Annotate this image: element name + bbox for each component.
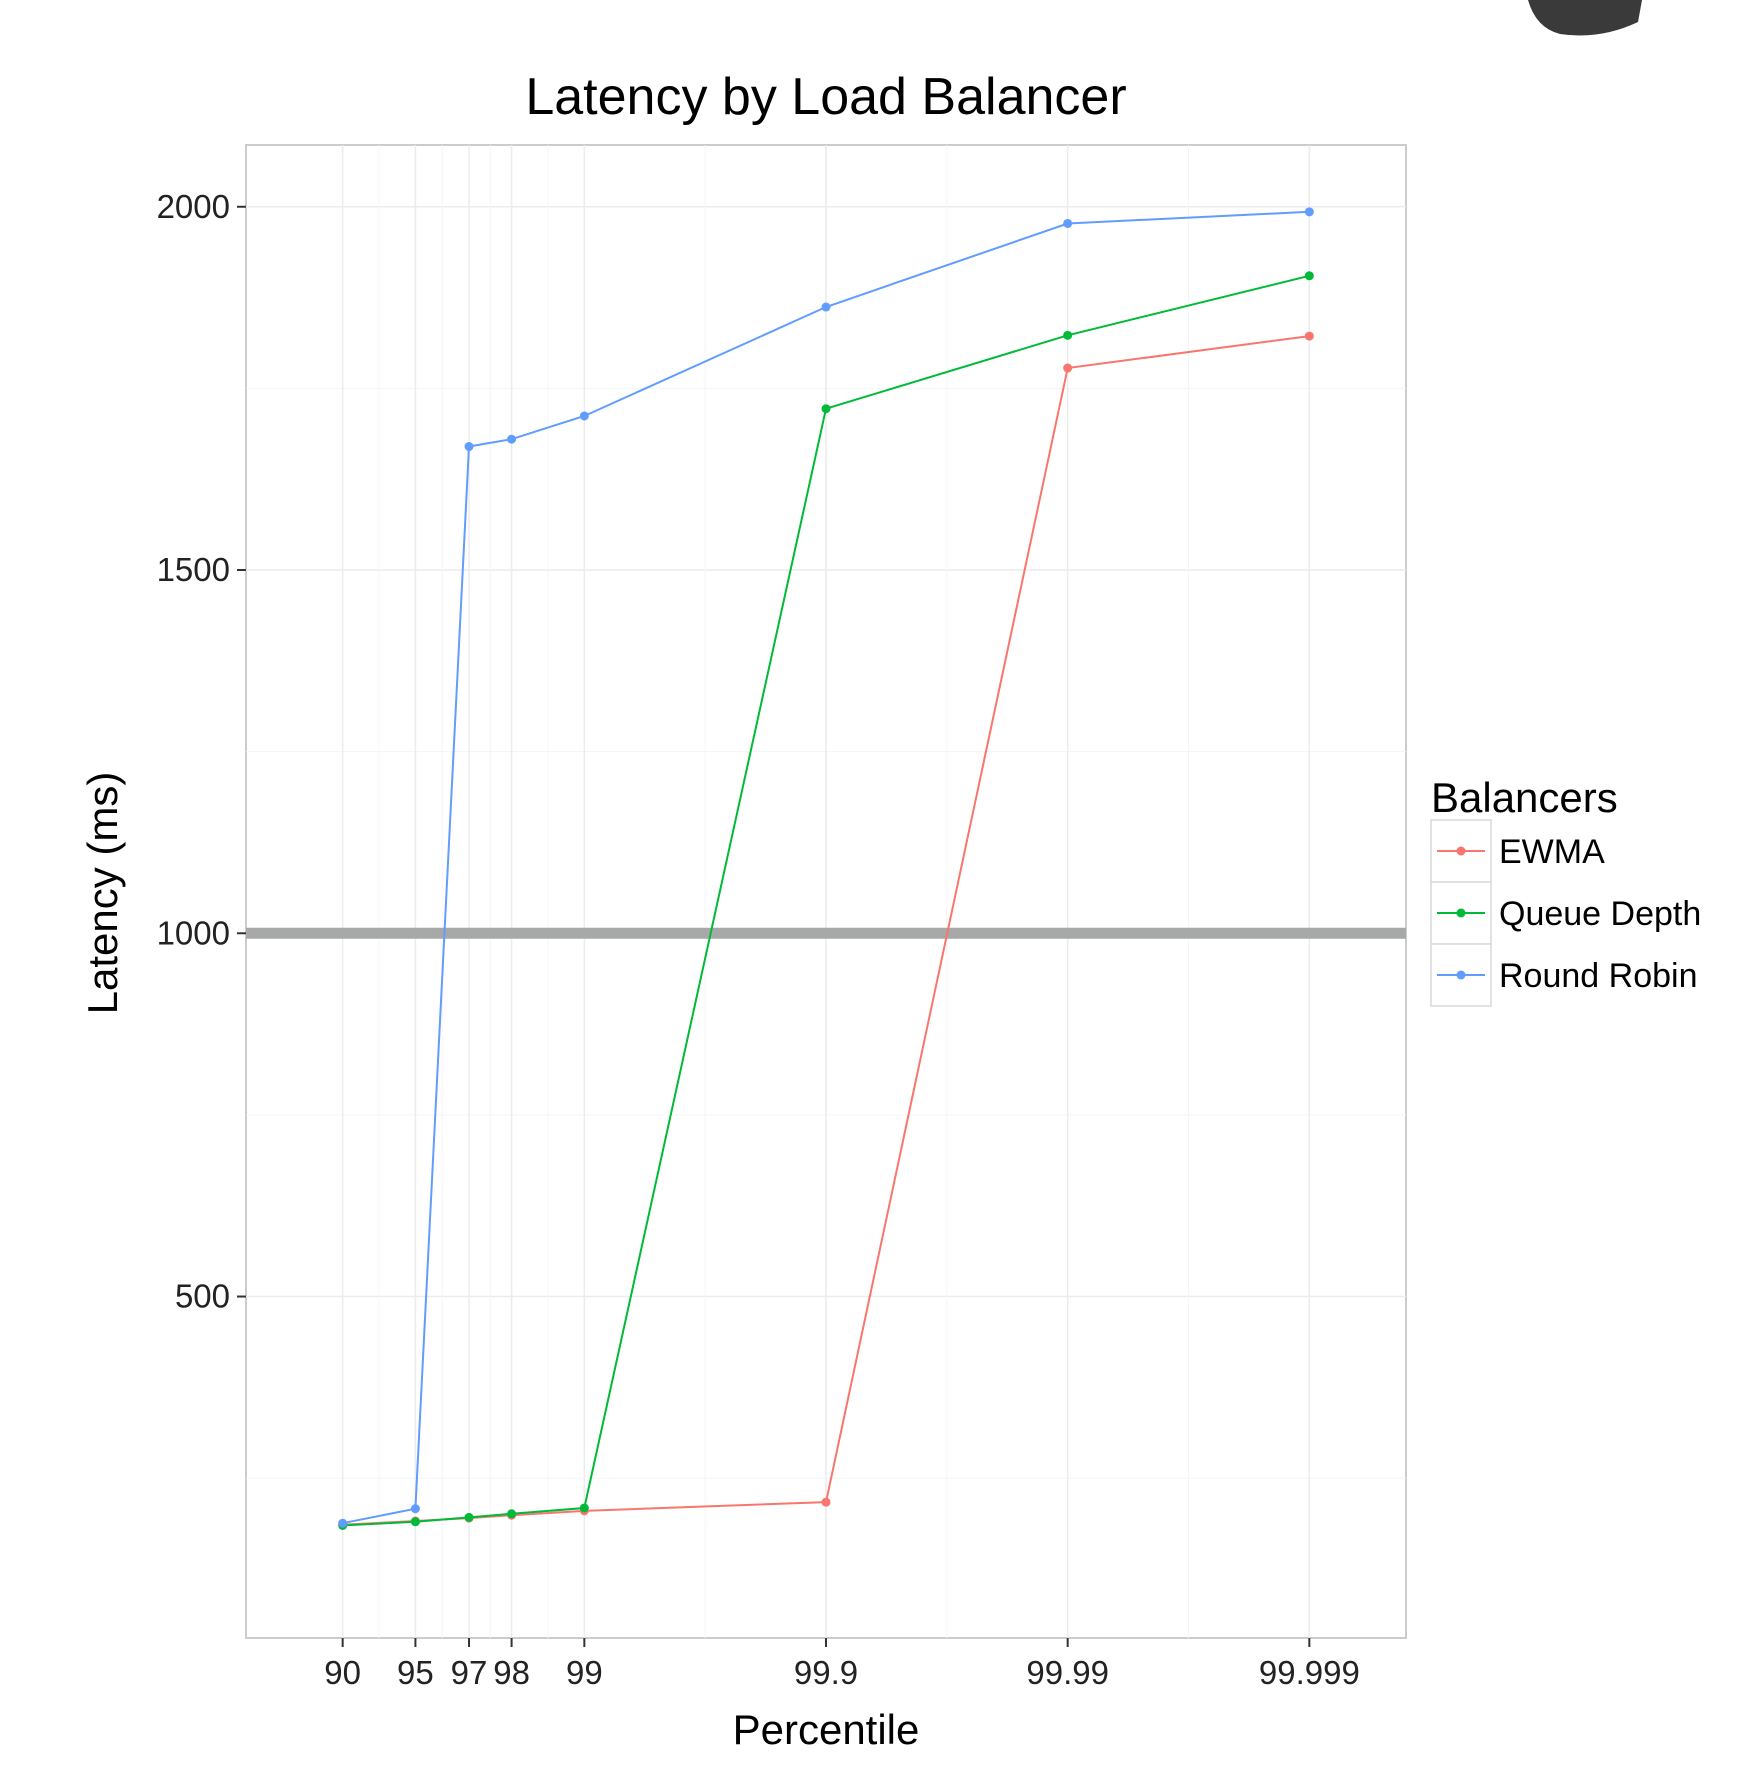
data-point-round-robin [579, 411, 589, 421]
corner-glyph-fragment [1528, 0, 1642, 36]
series-queue-depth [338, 271, 1314, 1530]
legend-label: EWMA [1499, 833, 1605, 871]
data-point-round-robin [1063, 218, 1073, 228]
data-point-round-robin [507, 434, 517, 444]
grid [246, 145, 1406, 1638]
legend-title: Balancers [1431, 774, 1618, 821]
legend-key-point [1456, 846, 1466, 856]
legend-label: Round Robin [1499, 957, 1697, 995]
legend-label: Queue Depth [1499, 895, 1701, 933]
x-tick-label: 99.999 [1259, 1654, 1360, 1691]
data-point-queue-depth [821, 404, 831, 414]
y-tick-label: 1500 [157, 551, 230, 588]
x-axis-title: Percentile [733, 1706, 920, 1753]
data-point-ewma [1063, 363, 1073, 373]
legend-key-point [1456, 970, 1466, 980]
data-point-round-robin [1304, 207, 1314, 217]
y-tick-label: 2000 [157, 188, 230, 225]
data-point-queue-depth [1304, 271, 1314, 281]
x-tick-label: 99.9 [794, 1654, 858, 1691]
x-tick-label: 95 [397, 1654, 434, 1691]
legend: Balancers EWMA Queue Depth Round Robin [1430, 774, 1701, 1007]
legend-key-point [1456, 908, 1466, 918]
series-round-robin [338, 207, 1314, 1528]
x-tick-label: 99.99 [1026, 1654, 1109, 1691]
legend-item-queue-depth: Queue Depth [1430, 881, 1701, 945]
data-point-queue-depth [579, 1503, 589, 1513]
data-point-ewma [821, 1497, 831, 1507]
data-point-round-robin [410, 1504, 420, 1514]
data-point-queue-depth [1063, 330, 1073, 340]
data-point-queue-depth [507, 1509, 517, 1519]
y-tick-label: 500 [175, 1278, 230, 1315]
y-axis-title: Latency (ms) [79, 772, 126, 1015]
x-tick-label: 97 [451, 1654, 488, 1691]
x-tick-label: 99 [566, 1654, 603, 1691]
data-point-queue-depth [464, 1512, 474, 1522]
data-point-ewma [1304, 331, 1314, 341]
y-tick-label: 1000 [157, 914, 230, 951]
x-tick-label: 98 [493, 1654, 530, 1691]
data-point-round-robin [338, 1518, 348, 1528]
series-line-round-robin [342, 210, 1310, 1525]
y-axis: 500 1000 1500 2000 [157, 188, 246, 1315]
legend-item-round-robin: Round Robin [1430, 943, 1697, 1007]
data-point-round-robin [821, 302, 831, 312]
data-point-round-robin [464, 442, 474, 452]
series-layer [338, 207, 1314, 1530]
chart-title: Latency by Load Balancer [525, 68, 1126, 126]
series-line-queue-depth [342, 274, 1310, 1527]
x-axis: 90 95 97 98 99 99.9 99.99 99.999 [324, 1638, 1360, 1691]
x-tick-label: 90 [324, 1654, 361, 1691]
legend-item-ewma: EWMA [1430, 819, 1605, 883]
data-point-queue-depth [410, 1517, 420, 1527]
